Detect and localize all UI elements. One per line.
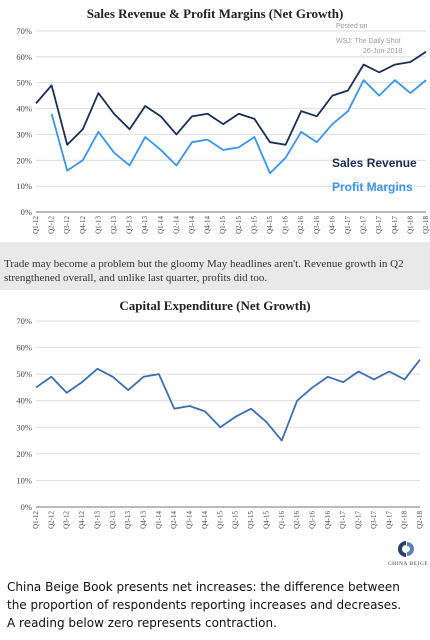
bottom-chart-x-tick-label: Q3-15 [247, 511, 255, 529]
bottom-chart-title: Capital Expenditure (Net Growth) [119, 298, 311, 313]
bottom-chart-y-tick-label: 50% [16, 369, 32, 379]
bottom-chart-x-tick-label: Q3-17 [370, 511, 378, 529]
top-chart-y-tick-label: 70% [16, 26, 32, 36]
bottom-chart-x-tick-label: Q1-14 [155, 511, 163, 529]
top-chart-x-tick-label: Q4-16 [328, 216, 336, 234]
top-chart-title: Sales Revenue & Profit Margins (Net Grow… [86, 6, 344, 21]
bottom-chart-x-tick-label: Q2-15 [232, 511, 240, 529]
top-chart-x-tick-label: Q2-17 [360, 216, 368, 234]
caption-line-2: the proportion of respondents reporting … [7, 598, 402, 612]
bottom-chart-x-tick-label: Q2-18 [416, 511, 424, 529]
top-chart-x-tick-label: Q1-13 [94, 216, 102, 234]
caption-line-3: A reading below zero represents contract… [7, 616, 277, 630]
top-chart-y-tick-label: 20% [16, 155, 32, 165]
top-chart-x-tick-label: Q3-15 [250, 216, 258, 234]
bottom-chart-x-tick-label: Q2-16 [293, 511, 301, 529]
top-chart-y-tick-label: 30% [16, 129, 32, 139]
bottom-chart-x-tick-label: Q4-17 [385, 511, 393, 529]
bottom-chart-x-tick-label: Q2-12 [47, 511, 55, 529]
top-chart-y-tick-label: 0% [21, 207, 32, 217]
top-chart-x-tick-label: Q4-15 [266, 216, 274, 234]
bottom-chart-x-tick-label: Q2-13 [109, 511, 117, 529]
bottom-chart-x-tick-label: Q1-13 [93, 511, 101, 529]
watermark-line-1: Posted on [336, 23, 368, 30]
top-chart-x-tick-label: Q2-18 [422, 216, 430, 234]
sales-profit-chart: 0% 10% 20% 30% 40% 50% 60% 70% Q1-12 Q2-12 Q3-12 Q4… [16, 26, 430, 234]
top-chart-x-tick-label: Q4-14 [204, 216, 212, 234]
watermark-line-2: WSJ: The Daily Shot [336, 38, 401, 45]
top-chart-x-tick-label: Q1-15 [219, 216, 227, 234]
top-chart-x-tick-label: Q1-18 [406, 216, 414, 234]
top-chart-x-tick-label: Q1-12 [32, 216, 40, 234]
commentary-line-1: Trade may become a problem but the gloom… [4, 258, 404, 270]
bottom-chart-y-tick-label: 60% [16, 343, 32, 353]
bottom-chart-series-line-1 [35, 358, 421, 442]
bottom-chart-x-tick-label: Q3-14 [186, 511, 194, 529]
top-chart-x-tick-label: Q4-13 [141, 216, 149, 234]
bottom-chart-x-tick-label: Q3-16 [308, 511, 316, 529]
top-chart-x-tick-label: Q2-14 [172, 216, 180, 234]
top-chart-x-tick-label: Q3-16 [313, 216, 321, 234]
bottom-chart-x-tick-label: Q1-17 [339, 511, 347, 529]
commentary-band [0, 242, 430, 290]
capex-chart: 0% 10% 20% 30% 40% 50% 60% 70% Q1-12 Q2-12 Q3-12 Q4… [16, 316, 424, 529]
bottom-chart-x-tick-label: Q1-18 [401, 511, 409, 529]
bottom-chart-x-tick-label: Q1-16 [278, 511, 286, 529]
bottom-chart-y-tick-label: 0% [21, 502, 32, 512]
top-chart-x-tick-label: Q2-15 [235, 216, 243, 234]
top-chart-x-tick-label: Q1-14 [157, 216, 165, 234]
legend-sales-revenue: Sales Revenue [332, 156, 417, 170]
bottom-chart-x-tick-label: Q4-13 [140, 511, 148, 529]
top-chart-y-tick-label: 60% [16, 52, 32, 62]
top-chart-y-tick-label: 50% [16, 78, 32, 88]
top-chart-x-tick-label: Q3-17 [375, 216, 383, 234]
top-chart-y-tick-label: 40% [16, 104, 32, 114]
bottom-chart-x-tick-label: Q2-14 [170, 511, 178, 529]
bottom-chart-y-tick-label: 70% [16, 316, 32, 326]
top-chart-x-tick-label: Q2-13 [110, 216, 118, 234]
bottom-chart-y-tick-label: 20% [16, 449, 32, 459]
top-chart-series-line-2 [50, 79, 427, 175]
top-chart-x-tick-label: Q2-16 [297, 216, 305, 234]
top-chart-x-tick-label: Q4-12 [79, 216, 87, 234]
top-chart-x-tick-label: Q3-14 [188, 216, 196, 234]
commentary-line-2: strengthened overall, and unlike last qu… [4, 272, 268, 284]
bottom-chart-x-tick-label: Q4-14 [201, 511, 209, 529]
top-chart-x-tick-label: Q1-17 [344, 216, 352, 234]
china-beige-logo-icon [398, 541, 414, 557]
bottom-chart-x-tick-label: Q2-17 [355, 511, 363, 529]
bottom-chart-x-tick-label: Q4-12 [78, 511, 86, 529]
top-chart-x-tick-label: Q4-17 [391, 216, 399, 234]
top-chart-x-tick-label: Q2-12 [48, 216, 56, 234]
top-chart-panel [0, 0, 430, 242]
bottom-chart-y-tick-label: 40% [16, 396, 32, 406]
bottom-chart-x-tick-label: Q3-13 [124, 511, 132, 529]
top-chart-series-line-1 [35, 50, 427, 146]
top-chart-x-tick-label: Q3-12 [63, 216, 71, 234]
top-chart-x-tick-label: Q1-16 [282, 216, 290, 234]
bottom-chart-y-tick-label: 30% [16, 422, 32, 432]
bottom-chart-y-tick-label: 10% [16, 475, 32, 485]
caption-line-1: China Beige Book presents net increases:… [7, 580, 400, 594]
bottom-chart-x-tick-label: Q4-15 [262, 511, 270, 529]
bottom-chart-x-tick-label: Q1-12 [32, 511, 40, 529]
caption-panel [0, 574, 430, 640]
bottom-chart-x-tick-label: Q1-15 [216, 511, 224, 529]
logo-text: CHINA BEIGE [388, 561, 429, 567]
top-chart-x-tick-label: Q3-13 [126, 216, 134, 234]
legend-profit-margins: Profit Margins [332, 180, 413, 194]
bottom-chart-x-tick-label: Q3-12 [63, 511, 71, 529]
watermark-line-3: 26-Jun-2018 [363, 48, 403, 55]
bottom-chart-x-tick-label: Q4-16 [324, 511, 332, 529]
bottom-chart-panel [0, 290, 430, 574]
top-chart-y-tick-label: 10% [16, 181, 32, 191]
